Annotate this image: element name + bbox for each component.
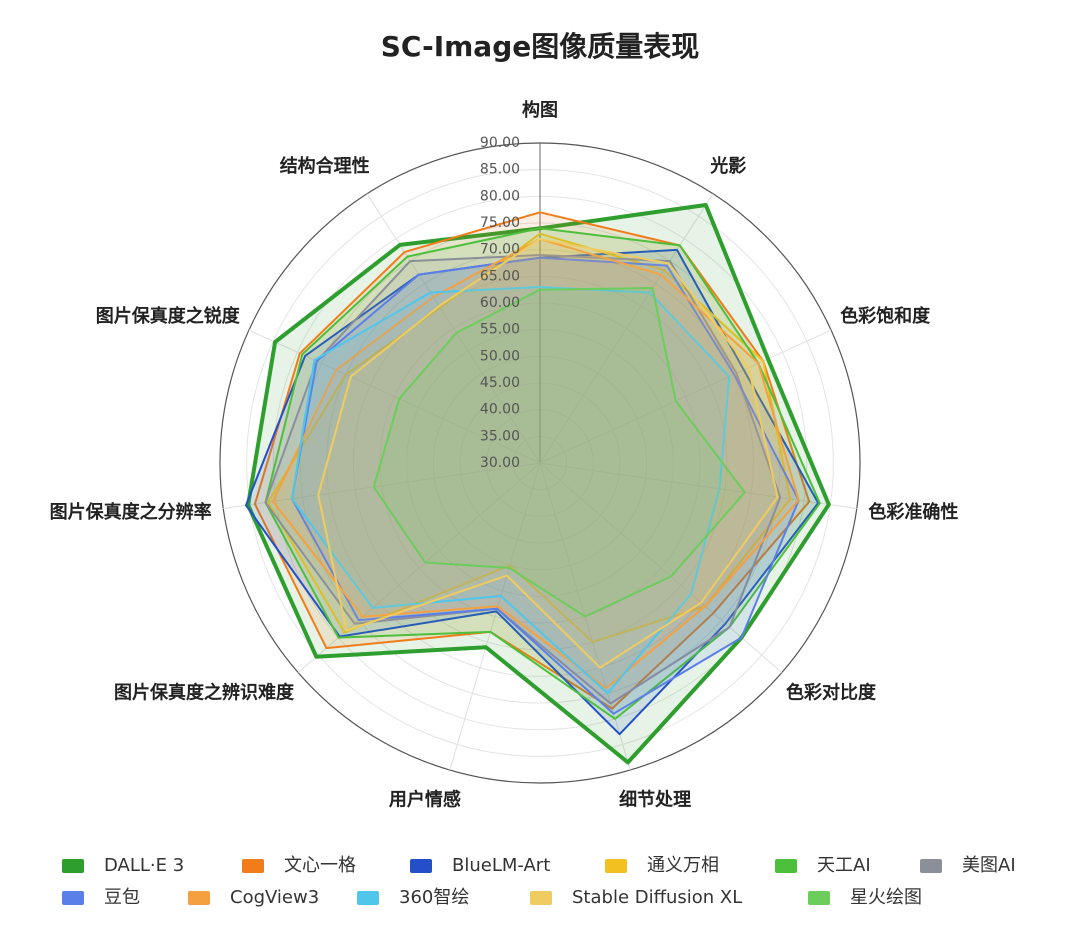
spoke [449,462,541,771]
axis-label: 用户情感 [389,789,461,811]
axis-label: 色彩饱和度 [840,305,931,327]
legend-marker[interactable] [62,859,84,873]
axis-label: 图片保真度之锐度 [96,305,241,327]
y-tick-label: 60.00 [480,295,520,311]
radar-area [290,256,800,715]
axis-label: 构图 [522,99,558,121]
axis-label: 色彩对比度 [786,682,877,704]
legend-label: 360智绘 [399,887,469,908]
y-tick-label: 45.00 [480,375,520,391]
y-tick-label: 40.00 [480,402,520,418]
chart-title: SC-Image图像质量表现 [381,30,700,63]
axis-label: 光影 [709,155,746,177]
y-tick-label: 70.00 [480,242,520,258]
legend-label: 豆包 [104,887,140,908]
legend-marker[interactable] [62,891,84,905]
axis-label: 色彩准确性 [868,501,958,523]
spoke [223,462,541,510]
legend-label: 美图AI [962,855,1016,876]
spoke [366,193,541,464]
legend-marker[interactable] [775,859,797,873]
y-tick-label: 65.00 [480,268,520,284]
y-tick-label: 85.00 [480,162,520,178]
axis-label: 细节处理 [619,789,691,811]
legend-marker[interactable] [410,859,432,873]
legend-label: 星火绘图 [850,887,922,908]
y-tick-label: 35.00 [480,428,520,444]
legend-marker[interactable] [188,891,210,905]
radar-area [271,238,800,690]
legend-label: 天工AI [817,855,871,876]
axis-label: 图片保真度之辨识难度 [114,682,295,704]
radar-area [290,286,731,695]
y-tick-label: 50.00 [480,348,520,364]
radar-area [264,254,782,705]
legend-label: BlueLM-Art [452,855,550,876]
legend-marker[interactable] [920,859,942,873]
y-tick-label: 30.00 [480,455,520,471]
legend-label: 文心一格 [284,855,356,876]
y-tick-label: 55.00 [480,322,520,338]
series-group [245,203,831,765]
legend-label: CogView3 [230,887,319,908]
spoke [539,462,857,510]
legend-marker[interactable] [357,891,379,905]
y-tick-label: 90.00 [480,135,520,151]
legend-marker[interactable] [530,891,552,905]
radar-area [372,287,746,618]
axis-label: 结构合理性 [280,155,370,177]
radar-area [253,211,811,710]
spoke [539,329,832,464]
spoke [539,193,714,464]
legend-marker[interactable] [808,891,830,905]
legend-label: 通义万相 [647,855,719,876]
y-tick-label: 75.00 [480,215,520,231]
legend-label: DALL·E 3 [104,855,184,876]
legend-label: Stable Diffusion XL [572,887,742,908]
radar-area [264,227,821,720]
legend-marker[interactable] [242,859,264,873]
spoke [248,329,541,464]
legend-marker[interactable] [605,859,627,873]
radar-area [317,238,779,669]
axis-label: 图片保真度之分辨率 [50,501,212,523]
y-tick-label: 80.00 [480,188,520,204]
